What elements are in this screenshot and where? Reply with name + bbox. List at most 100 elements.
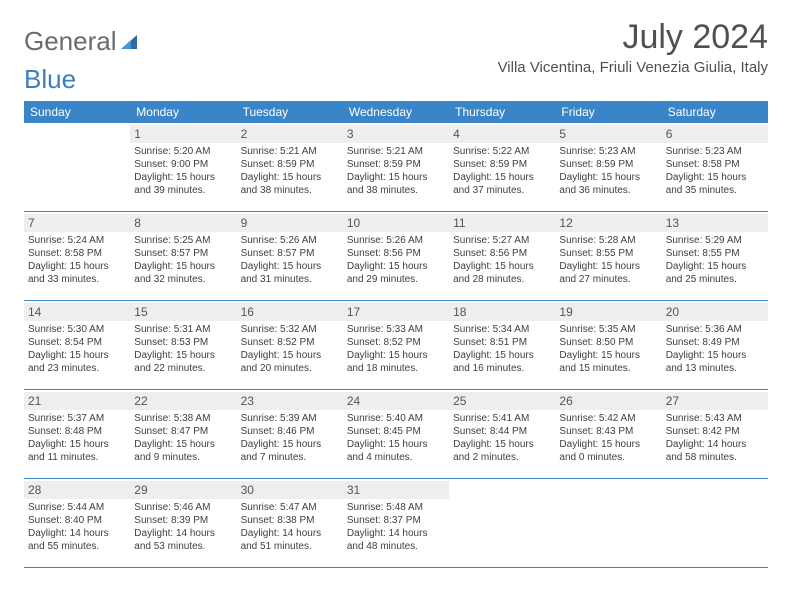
daylight-line: Daylight: 15 hours and 39 minutes. — [134, 171, 232, 197]
daylight-line: Daylight: 15 hours and 29 minutes. — [347, 260, 445, 286]
month-title: July 2024 — [498, 18, 768, 57]
calendar-cell: 30Sunrise: 5:47 AMSunset: 8:38 PMDayligh… — [237, 479, 343, 568]
daylight-line: Daylight: 15 hours and 20 minutes. — [241, 349, 339, 375]
day-header: Monday — [130, 101, 236, 123]
day-number: 15 — [130, 303, 236, 321]
day-number: 9 — [237, 214, 343, 232]
sunset-line: Sunset: 8:56 PM — [347, 247, 445, 260]
sunrise-line: Sunrise: 5:48 AM — [347, 501, 445, 514]
daylight-line: Daylight: 15 hours and 16 minutes. — [453, 349, 551, 375]
day-header: Tuesday — [237, 101, 343, 123]
daylight-line: Daylight: 15 hours and 18 minutes. — [347, 349, 445, 375]
calendar-cell: 19Sunrise: 5:35 AMSunset: 8:50 PMDayligh… — [555, 301, 661, 390]
calendar-cell: 14Sunrise: 5:30 AMSunset: 8:54 PMDayligh… — [24, 301, 130, 390]
day-number: 14 — [24, 303, 130, 321]
calendar-cell: 29Sunrise: 5:46 AMSunset: 8:39 PMDayligh… — [130, 479, 236, 568]
sunset-line: Sunset: 8:59 PM — [241, 158, 339, 171]
calendar-cell: 31 Sunrise: 5:48 AMSunset: 8:37 PMDayligh… — [343, 479, 449, 568]
day-number: 30 — [237, 481, 343, 499]
sunrise-line: Sunrise: 5:23 AM — [666, 145, 764, 158]
daylight-line: Daylight: 14 hours and 51 minutes. — [241, 527, 339, 553]
day-number: 8 — [130, 214, 236, 232]
day-number: 6 — [662, 125, 768, 143]
sunrise-line: Sunrise: 5:27 AM — [453, 234, 551, 247]
sunset-line: Sunset: 8:59 PM — [559, 158, 657, 171]
day-number: 5 — [555, 125, 661, 143]
sunrise-line: Sunrise: 5:23 AM — [559, 145, 657, 158]
daylight-line: Daylight: 15 hours and 33 minutes. — [28, 260, 126, 286]
daylight-line: Daylight: 14 hours and 53 minutes. — [134, 527, 232, 553]
calendar-cell — [555, 479, 661, 568]
location-text: Villa Vicentina, Friuli Venezia Giulia, … — [498, 59, 768, 76]
day-header: Sunday — [24, 101, 130, 123]
day-number: 23 — [237, 392, 343, 410]
sunset-line: Sunset: 8:58 PM — [28, 247, 126, 260]
sunrise-line: Sunrise: 5:37 AM — [28, 412, 126, 425]
day-number: 28 — [24, 481, 130, 499]
calendar-cell: 3Sunrise: 5:21 AMSunset: 8:59 PMDaylight… — [343, 123, 449, 212]
daylight-line: Daylight: 15 hours and 13 minutes. — [666, 349, 764, 375]
sunrise-line: Sunrise: 5:35 AM — [559, 323, 657, 336]
logo: General — [24, 18, 143, 57]
sunset-line: Sunset: 8:48 PM — [28, 425, 126, 438]
sunrise-line: Sunrise: 5:41 AM — [453, 412, 551, 425]
day-number: 7 — [24, 214, 130, 232]
daylight-line: Daylight: 15 hours and 23 minutes. — [28, 349, 126, 375]
calendar-row: 1Sunrise: 5:20 AMSunset: 9:00 PMDaylight… — [24, 123, 768, 212]
sunset-line: Sunset: 8:58 PM — [666, 158, 764, 171]
calendar-cell: 9Sunrise: 5:26 AMSunset: 8:57 PMDaylight… — [237, 212, 343, 301]
daylight-line: Daylight: 15 hours and 25 minutes. — [666, 260, 764, 286]
sunrise-line: Sunrise: 5:21 AM — [241, 145, 339, 158]
calendar-cell: 15Sunrise: 5:31 AMSunset: 8:53 PMDayligh… — [130, 301, 236, 390]
sunrise-line: Sunrise: 5:33 AM — [347, 323, 445, 336]
daylight-line: Daylight: 14 hours and 48 minutes. — [347, 527, 445, 553]
day-number: 1 — [130, 125, 236, 143]
logo-sail-icon — [119, 31, 141, 53]
sunrise-line: Sunrise: 5:26 AM — [241, 234, 339, 247]
calendar-cell: 23Sunrise: 5:39 AMSunset: 8:46 PMDayligh… — [237, 390, 343, 479]
day-number: 31 — [343, 481, 449, 499]
daylight-line: Daylight: 14 hours and 58 minutes. — [666, 438, 764, 464]
calendar-cell — [24, 123, 130, 212]
daylight-line: Daylight: 15 hours and 37 minutes. — [453, 171, 551, 197]
sunset-line: Sunset: 8:50 PM — [559, 336, 657, 349]
sunrise-line: Sunrise: 5:28 AM — [559, 234, 657, 247]
calendar-cell: 8Sunrise: 5:25 AMSunset: 8:57 PMDaylight… — [130, 212, 236, 301]
calendar-cell: 2Sunrise: 5:21 AMSunset: 8:59 PMDaylight… — [237, 123, 343, 212]
calendar-cell: 13Sunrise: 5:29 AMSunset: 8:55 PMDayligh… — [662, 212, 768, 301]
sunrise-line: Sunrise: 5:34 AM — [453, 323, 551, 336]
day-number: 4 — [449, 125, 555, 143]
sunrise-line: Sunrise: 5:22 AM — [453, 145, 551, 158]
sunrise-line: Sunrise: 5:21 AM — [347, 145, 445, 158]
calendar-row: 28Sunrise: 5:44 AMSunset: 8:40 PMDayligh… — [24, 479, 768, 568]
sunrise-line: Sunrise: 5:44 AM — [28, 501, 126, 514]
sunrise-line: Sunrise: 5:39 AM — [241, 412, 339, 425]
calendar-table: Sunday Monday Tuesday Wednesday Thursday… — [24, 101, 768, 568]
sunset-line: Sunset: 8:54 PM — [28, 336, 126, 349]
daylight-line: Daylight: 15 hours and 15 minutes. — [559, 349, 657, 375]
sunrise-line: Sunrise: 5:26 AM — [347, 234, 445, 247]
sunrise-line: Sunrise: 5:43 AM — [666, 412, 764, 425]
sunrise-line: Sunrise: 5:31 AM — [134, 323, 232, 336]
sunset-line: Sunset: 8:39 PM — [134, 514, 232, 527]
day-header: Friday — [555, 101, 661, 123]
day-number: 18 — [449, 303, 555, 321]
calendar-cell: 20Sunrise: 5:36 AMSunset: 8:49 PMDayligh… — [662, 301, 768, 390]
logo-text-general: General — [24, 26, 117, 57]
day-header: Saturday — [662, 101, 768, 123]
sunrise-line: Sunrise: 5:36 AM — [666, 323, 764, 336]
sunset-line: Sunset: 8:37 PM — [347, 514, 445, 527]
daylight-line: Daylight: 14 hours and 55 minutes. — [28, 527, 126, 553]
calendar-cell: 11Sunrise: 5:27 AMSunset: 8:56 PMDayligh… — [449, 212, 555, 301]
calendar-cell: 25Sunrise: 5:41 AMSunset: 8:44 PMDayligh… — [449, 390, 555, 479]
sunset-line: Sunset: 8:55 PM — [559, 247, 657, 260]
sunset-line: Sunset: 8:46 PM — [241, 425, 339, 438]
day-number: 25 — [449, 392, 555, 410]
daylight-line: Daylight: 15 hours and 32 minutes. — [134, 260, 232, 286]
sunset-line: Sunset: 9:00 PM — [134, 158, 232, 171]
calendar-cell: 5Sunrise: 5:23 AMSunset: 8:59 PMDaylight… — [555, 123, 661, 212]
calendar-cell: 4Sunrise: 5:22 AMSunset: 8:59 PMDaylight… — [449, 123, 555, 212]
day-number: 29 — [130, 481, 236, 499]
day-number: 3 — [343, 125, 449, 143]
calendar-cell — [449, 479, 555, 568]
